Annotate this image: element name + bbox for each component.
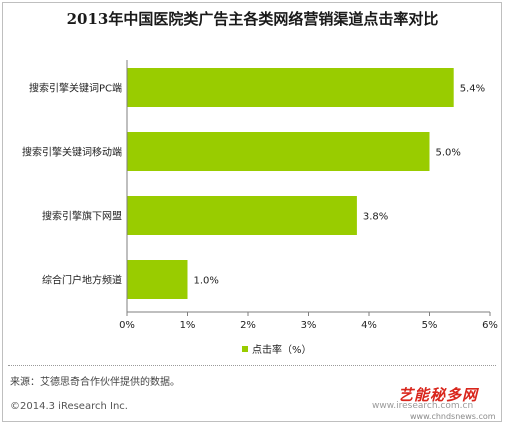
legend-label: 点击率（%） (252, 345, 312, 356)
x-tick-label: 6% (482, 320, 498, 331)
bars-group: 搜索引擎关键词PC端 5.4% 搜索引擎关键词移动端 5.0% 搜索引擎旗下网盟 3.8%… (22, 68, 485, 299)
x-tick-label: 2% (240, 320, 256, 331)
value-label: 5.4% (460, 84, 485, 95)
bar (127, 260, 188, 299)
x-tick-label: 4% (361, 320, 377, 331)
watermark-brand: 艺能秘多网 (398, 386, 479, 404)
chart-title: 2013年中国医院类广告主各类网络营销渠道点击率对比 (66, 10, 439, 28)
category-label: 搜索引擎旗下网盟 (42, 210, 122, 223)
footer-divider (8, 365, 496, 366)
x-tick-label: 3% (301, 320, 317, 331)
legend: 点击率（%） (242, 341, 312, 356)
category-label: 搜索引擎关键词PC端 (29, 82, 122, 95)
axis-group: 0% 1% 2% 3% 4% 5% 6% (119, 60, 498, 331)
bar (127, 68, 454, 107)
bar (127, 132, 430, 171)
category-label: 综合门户地方频道 (42, 274, 122, 287)
copyright-note: ©2014.3 iResearch Inc. (10, 401, 128, 412)
x-tick-label: 5% (422, 320, 438, 331)
value-label: 3.8% (363, 212, 388, 223)
source-note: 来源：艾德思奇合作伙伴提供的数据。 (10, 377, 180, 388)
bar (127, 196, 357, 235)
legend-swatch (242, 345, 248, 352)
x-tick-label: 1% (180, 320, 196, 331)
watermark-url-secondary: www.chndsnews.com (410, 412, 496, 421)
x-tick-label: 0% (119, 320, 135, 331)
category-label: 搜索引擎关键词移动端 (22, 146, 122, 159)
value-label: 1.0% (194, 276, 219, 287)
watermark-url: www.iresearch.com.cn (372, 401, 474, 411)
value-label: 5.0% (436, 148, 461, 159)
